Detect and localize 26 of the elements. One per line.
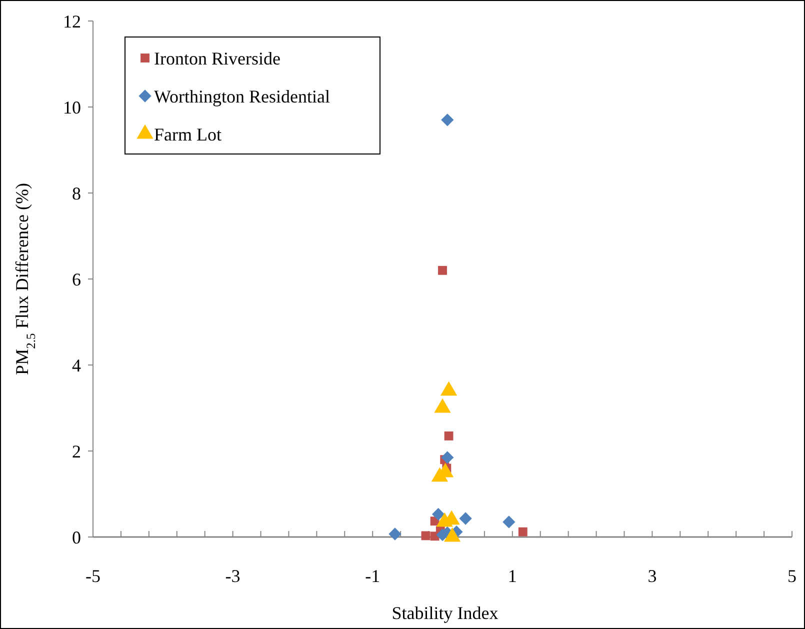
legend-label: Worthington Residential (154, 86, 330, 106)
x-axis-title: Stability Index (392, 603, 498, 623)
y-tick-label: 0 (72, 527, 81, 548)
x-tick-label: -3 (225, 566, 240, 586)
y-tick-label: 4 (72, 355, 81, 376)
y-tick-label: 10 (63, 97, 81, 118)
point (388, 528, 402, 540)
y-tick-label: 8 (72, 183, 81, 204)
point (444, 431, 454, 440)
legend-label: Ironton Riverside (154, 48, 280, 68)
point (421, 531, 430, 540)
x-tick-label: 1 (508, 566, 517, 586)
point (438, 266, 447, 275)
point (502, 516, 516, 528)
y-tick-label: 12 (63, 11, 81, 32)
point (459, 512, 472, 525)
y-tick-label: 2 (72, 441, 81, 462)
point (518, 527, 528, 536)
point (441, 114, 454, 126)
legend-label: Farm Lot (154, 124, 222, 144)
x-tick-label: -5 (86, 566, 100, 586)
x-tick-label: -1 (365, 566, 380, 586)
point (441, 451, 454, 464)
x-tick-label: 3 (648, 566, 657, 586)
x-tick-label: 5 (788, 566, 796, 586)
y-tick-label: 6 (72, 269, 81, 290)
